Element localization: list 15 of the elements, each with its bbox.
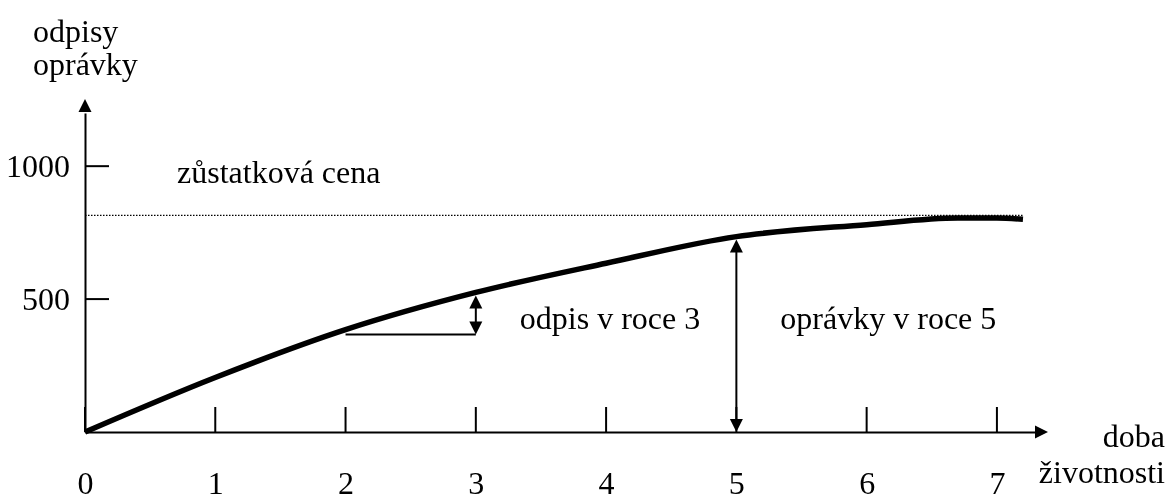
annotation: oprávky v roce 5 [780,300,997,337]
y-tick-label: 1000 [6,147,70,184]
annotation: odpis v roce 3 [519,300,701,337]
x-tick-label: 1 [207,464,224,497]
legend-label: zůstatková cena [177,154,381,191]
x-tick-label: 7 [989,464,1006,497]
x-tick-label: 6 [859,464,876,497]
y-tick-label: 500 [22,280,70,317]
x-tick-label: 4 [598,464,615,497]
x-tick-label: 0 [77,464,94,497]
x-tick-label: 5 [728,464,745,497]
x-tick-label: 2 [338,464,355,497]
y-axis-title: odpisy oprávky [33,13,138,82]
x-axis-title: doba životnosti [1038,418,1166,490]
x-tick-label: 3 [468,464,485,497]
